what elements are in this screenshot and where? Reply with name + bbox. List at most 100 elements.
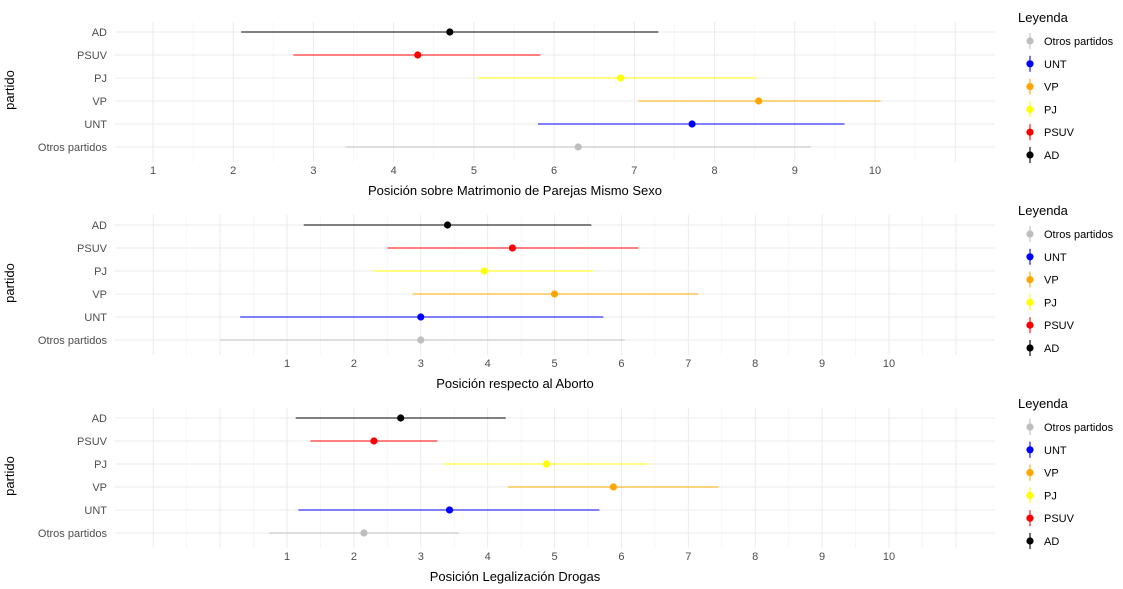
- x-axis-title: Posición Legalización Drogas: [430, 569, 601, 584]
- legend-key-dot: [1026, 105, 1034, 113]
- y-tick-label: Otros partidos: [38, 335, 108, 347]
- x-tick-label: 7: [631, 165, 637, 177]
- legend-key-dot: [1026, 469, 1034, 477]
- legend-key-dot: [1026, 83, 1034, 91]
- point-pj: [480, 267, 488, 275]
- legend-label: VP: [1044, 82, 1059, 94]
- point-vp: [755, 97, 763, 105]
- x-tick-label: 9: [819, 358, 825, 370]
- x-tick-label: 4: [485, 551, 491, 563]
- legend-key-dot: [1026, 446, 1034, 454]
- x-tick-label: 3: [418, 551, 424, 563]
- legend-2: Leyenda Otros partidos UNT VP PJ PSUV AD: [1018, 203, 1114, 356]
- legend-label: AD: [1044, 536, 1059, 548]
- legend-key-dot: [1026, 514, 1034, 522]
- y-tick-label: UNT: [84, 505, 107, 517]
- x-tick-label: 6: [551, 165, 557, 177]
- y-tick-label: UNT: [84, 119, 107, 131]
- x-tick-label: 5: [471, 165, 477, 177]
- y-tick-label: AD: [92, 27, 107, 39]
- legend-key-dot: [1026, 151, 1034, 159]
- legend-label: VP: [1044, 468, 1059, 480]
- y-tick-label: VP: [92, 96, 107, 108]
- point-psuv: [508, 244, 517, 252]
- y-tick-label: Otros partidos: [38, 528, 108, 540]
- legend-key-dot: [1026, 298, 1034, 306]
- x-tick-label: 3: [310, 165, 316, 177]
- legend-title: Leyenda: [1018, 10, 1069, 25]
- panel-3: Otros partidos UNT VP PJ PSUV AD 1 2 3 4 5 6 7 8 9 10 Po…: [2, 408, 995, 584]
- legend-key-dot: [1026, 537, 1034, 545]
- legend-key-dot: [1026, 230, 1034, 238]
- x-tick-label: 1: [150, 165, 156, 177]
- legend-label: Otros partidos: [1044, 229, 1114, 241]
- y-axis-title: partido: [2, 263, 17, 303]
- legend-label: AD: [1044, 150, 1059, 162]
- y-tick-label: PSUV: [77, 436, 108, 448]
- point-pj: [617, 74, 625, 82]
- point-unt: [445, 506, 454, 514]
- legend-key-dot: [1026, 276, 1034, 284]
- legend-label: UNT: [1044, 252, 1067, 264]
- legend-label: PJ: [1044, 490, 1057, 502]
- legend-label: UNT: [1044, 445, 1067, 457]
- legend-1: Leyenda Otros partidos UNT VP PJ PSUV AD: [1018, 10, 1114, 163]
- x-tick-label: 7: [685, 358, 691, 370]
- legend-title: Leyenda: [1018, 396, 1069, 411]
- legend-label: PSUV: [1044, 513, 1075, 525]
- y-tick-label: AD: [92, 220, 107, 232]
- y-tick-label: Otros partidos: [38, 142, 108, 154]
- y-tick-label: PSUV: [77, 243, 108, 255]
- point-ad: [443, 221, 452, 229]
- panel-1: Otros partidos UNT VP PJ PSUV AD 1 2 3 4 5 6 7 8 9 10 Po…: [2, 22, 995, 198]
- y-axis-title: partido: [2, 70, 17, 110]
- panel-2: Otros partidos UNT VP PJ PSUV AD 1 2 3 4 5 6 7 8 9 10 Po…: [2, 215, 995, 391]
- x-tick-label: 6: [618, 551, 624, 563]
- y-tick-label: PJ: [94, 266, 107, 278]
- legend-label: VP: [1044, 275, 1059, 287]
- x-tick-label: 3: [418, 358, 424, 370]
- x-tick-label: 5: [551, 358, 557, 370]
- legend-label: Otros partidos: [1044, 36, 1114, 48]
- y-tick-label: VP: [92, 289, 107, 301]
- legend-label: AD: [1044, 343, 1059, 355]
- legend-key-dot: [1026, 491, 1034, 499]
- x-tick-label: 1: [284, 551, 290, 563]
- point-otros-partidos: [417, 336, 425, 344]
- point-otros-partidos: [574, 143, 582, 151]
- legend-label: PJ: [1044, 104, 1057, 116]
- point-unt: [417, 313, 425, 321]
- x-tick-label: 4: [391, 165, 397, 177]
- legend-label: Otros partidos: [1044, 422, 1114, 434]
- x-tick-label: 8: [752, 551, 758, 563]
- point-ad: [397, 414, 405, 422]
- y-tick-label: AD: [92, 413, 107, 425]
- legend-key-dot: [1026, 128, 1034, 136]
- y-axis-title: partido: [2, 456, 17, 496]
- y-tick-label: VP: [92, 482, 107, 494]
- x-axis-title: Posición sobre Matrimonio de Parejas Mis…: [368, 183, 662, 198]
- x-tick-label: 7: [685, 551, 691, 563]
- point-vp: [609, 483, 618, 491]
- legend-3: Leyenda Otros partidos UNT VP PJ PSUV AD: [1018, 396, 1114, 549]
- y-tick-label: PJ: [94, 73, 107, 85]
- x-tick-label: 5: [551, 551, 557, 563]
- x-tick-label: 2: [230, 165, 236, 177]
- legend-label: PJ: [1044, 297, 1057, 309]
- x-tick-label: 8: [711, 165, 717, 177]
- legend-key-dot: [1026, 344, 1034, 352]
- x-tick-label: 10: [869, 165, 881, 177]
- y-tick-label: UNT: [84, 312, 107, 324]
- x-tick-label: 1: [284, 358, 290, 370]
- x-tick-label: 4: [485, 358, 491, 370]
- y-tick-label: PJ: [94, 459, 107, 471]
- legend-key-dot: [1026, 37, 1034, 45]
- x-tick-label: 9: [792, 165, 798, 177]
- point-pj: [542, 460, 551, 468]
- legend-label: PSUV: [1044, 127, 1075, 139]
- x-tick-label: 10: [883, 551, 895, 563]
- legend-title: Leyenda: [1018, 203, 1069, 218]
- point-vp: [550, 290, 559, 298]
